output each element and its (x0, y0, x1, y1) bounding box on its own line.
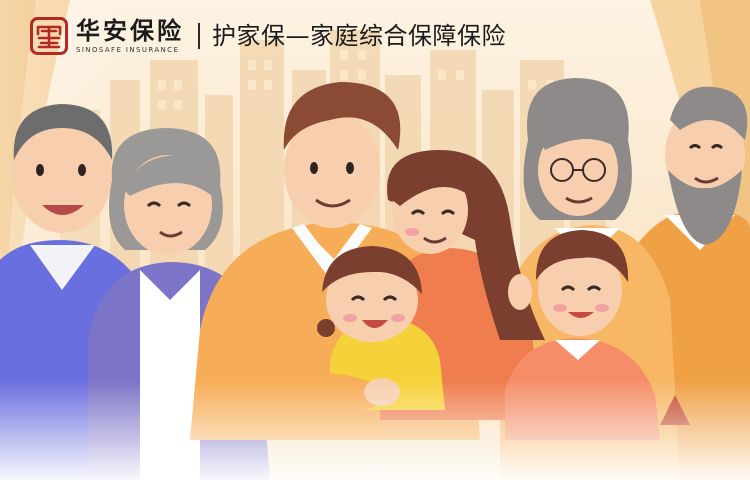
brand-english-name: SINOSAFE INSURANCE (76, 45, 180, 54)
skyline-windows (158, 50, 554, 110)
divider (198, 23, 200, 49)
sinosafe-logo-icon (30, 17, 68, 55)
header: 华安保险 SINOSAFE INSURANCE 护家保—家庭综合保障保险 (30, 14, 506, 58)
product-title: 护家保—家庭综合保障保险 (212, 22, 506, 50)
brand: 华安保险 SINOSAFE INSURANCE (76, 18, 184, 55)
brand-name: 华安保险 (76, 16, 184, 45)
